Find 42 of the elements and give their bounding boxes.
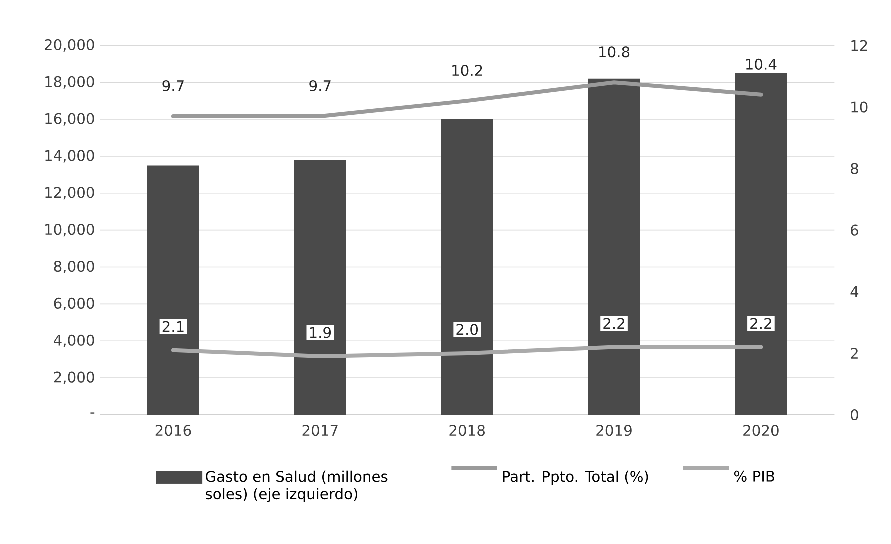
data-label: 10.4 — [746, 58, 777, 70]
legend-label: Gasto en Salud (millones soles) (eje izquierdo) — [206, 470, 388, 502]
data-label: 9.7 — [162, 80, 184, 92]
bar — [735, 73, 788, 415]
x-tick-label: 2018 — [450, 425, 485, 436]
data-label: 1.9 — [310, 327, 332, 338]
y-tick-label: 2,000 — [54, 372, 94, 384]
bar — [147, 166, 200, 415]
data-label: 2.0 — [456, 324, 478, 336]
bar — [588, 78, 640, 415]
y-tick-label: 16,000 — [46, 113, 94, 126]
data-label: 2.2 — [750, 318, 772, 330]
y-tick-label: 14,000 — [46, 150, 94, 163]
x-tick-label: 2020 — [744, 425, 779, 436]
y2-tick-label: 4 — [850, 286, 859, 298]
y-tick-label: 4,000 — [54, 334, 94, 348]
data-label: 10.2 — [452, 65, 482, 76]
y2-tick-label: 0 — [851, 409, 858, 421]
y2-tick-label: 6 — [851, 224, 858, 236]
legend-label: Part. Ppto. Total (%) — [503, 470, 648, 486]
y-tick-label: 18,000 — [46, 76, 94, 89]
x-tick-label: 2019 — [596, 425, 632, 436]
y2-tick-label: 10 — [852, 102, 868, 113]
y-tick-label: 10,000 — [46, 224, 94, 237]
y-tick-label: 12,000 — [46, 187, 94, 200]
y-tick-label: 20,000 — [45, 39, 94, 52]
bar — [294, 160, 346, 415]
y2-tick-label: 2 — [851, 348, 858, 359]
data-label: 2.2 — [604, 318, 624, 330]
data-label: 10.8 — [600, 46, 630, 58]
legend-label: % PIB — [734, 470, 774, 482]
data-label: 9.7 — [310, 80, 331, 92]
bar — [441, 120, 494, 415]
y-tick-label: 8,000 — [54, 260, 94, 274]
x-tick-label: 2016 — [156, 425, 192, 436]
y-tick-label: - — [90, 412, 95, 414]
y2-tick-label: 12 — [852, 40, 868, 52]
data-label: 2.1 — [162, 321, 184, 332]
y-tick-label: 6,000 — [54, 298, 94, 310]
y2-tick-label: 8 — [851, 163, 858, 174]
line-series — [171, 345, 764, 359]
x-tick-label: 2017 — [302, 425, 338, 436]
